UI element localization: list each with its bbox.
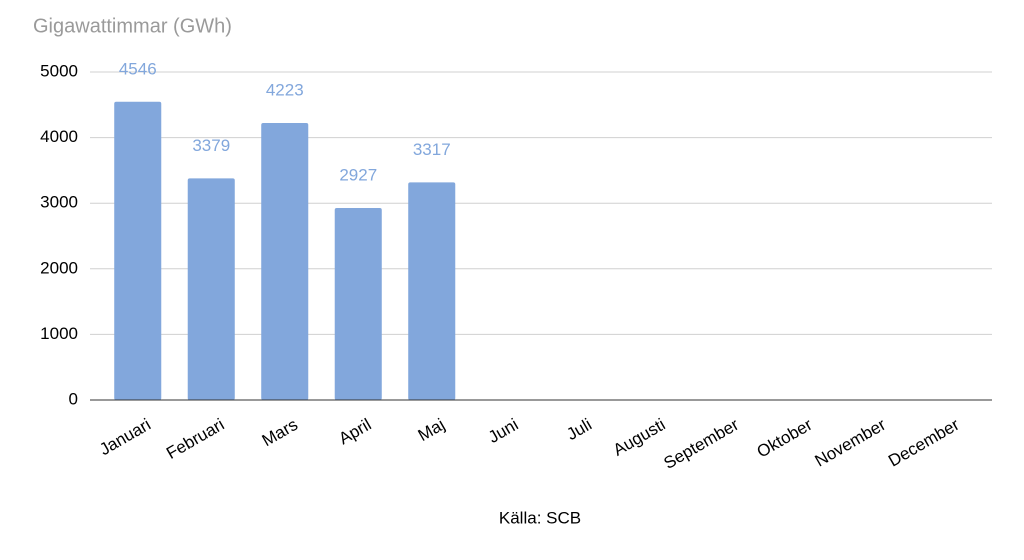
x-axis-label: Källa: SCB xyxy=(499,508,581,527)
bar xyxy=(261,122,309,401)
bar xyxy=(408,182,456,400)
y-tick-label: 3000 xyxy=(40,193,78,212)
x-tick-label: December xyxy=(885,415,963,471)
value-label: 3317 xyxy=(413,140,451,159)
chart-title: Gigawattimmar (GWh) xyxy=(33,15,232,37)
x-tick-label: September xyxy=(660,415,742,473)
x-tick-label: November xyxy=(812,415,890,471)
value-label: 4546 xyxy=(119,59,157,78)
x-tick-label: Januari xyxy=(96,415,154,459)
x-tick-label: April xyxy=(336,415,375,448)
value-label: 2927 xyxy=(339,165,377,184)
x-tick-label: Juni xyxy=(485,415,522,447)
y-tick-label: 4000 xyxy=(40,127,78,146)
x-tick-label: Mars xyxy=(259,415,301,450)
y-tick-label: 5000 xyxy=(40,61,78,80)
bar xyxy=(114,101,162,400)
x-tick-label: Augusti xyxy=(610,415,669,460)
bar xyxy=(334,207,382,400)
value-label: 4223 xyxy=(266,80,304,99)
y-tick-label: 0 xyxy=(69,389,78,408)
y-tick-label: 1000 xyxy=(40,324,78,343)
x-tick-label: Oktober xyxy=(754,415,816,462)
bar xyxy=(187,178,235,400)
x-tick-label: Maj xyxy=(415,415,448,445)
value-label: 3379 xyxy=(192,136,230,155)
x-tick-label: Februari xyxy=(163,415,227,463)
y-tick-label: 2000 xyxy=(40,258,78,277)
x-tick-label: Juli xyxy=(563,415,595,444)
